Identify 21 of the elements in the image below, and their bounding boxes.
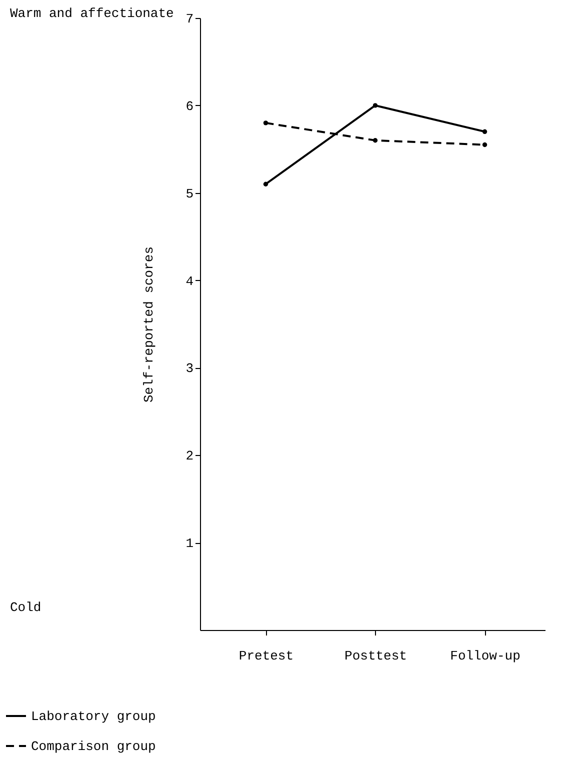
- x-tick-label: Follow-up: [450, 648, 520, 664]
- y-tick-label: 6: [186, 98, 194, 114]
- point: [372, 138, 378, 143]
- x-tick-label: Posttest: [344, 648, 407, 664]
- point: [263, 182, 268, 186]
- x-tick-label: Pretest: [238, 648, 294, 664]
- y-axis-title: Self-reported scores: [142, 246, 157, 403]
- text: Cold: [10, 600, 42, 615]
- text: Warm and affectionate: [10, 6, 174, 21]
- y-tick-label: 2: [186, 448, 194, 464]
- y-tick-label: 3: [186, 361, 194, 376]
- legend-label: Laboratory group: [31, 709, 156, 724]
- y-tick-label: 5: [186, 186, 194, 202]
- point: [482, 129, 488, 134]
- point: [263, 120, 268, 126]
- legend-label: Comparison group: [31, 739, 156, 754]
- y-tick-label: 1: [186, 536, 194, 552]
- point: [482, 142, 488, 148]
- point: [372, 103, 378, 108]
- y-tick-label: 7: [186, 12, 194, 26]
- y-tick-label: 4: [186, 274, 194, 289]
